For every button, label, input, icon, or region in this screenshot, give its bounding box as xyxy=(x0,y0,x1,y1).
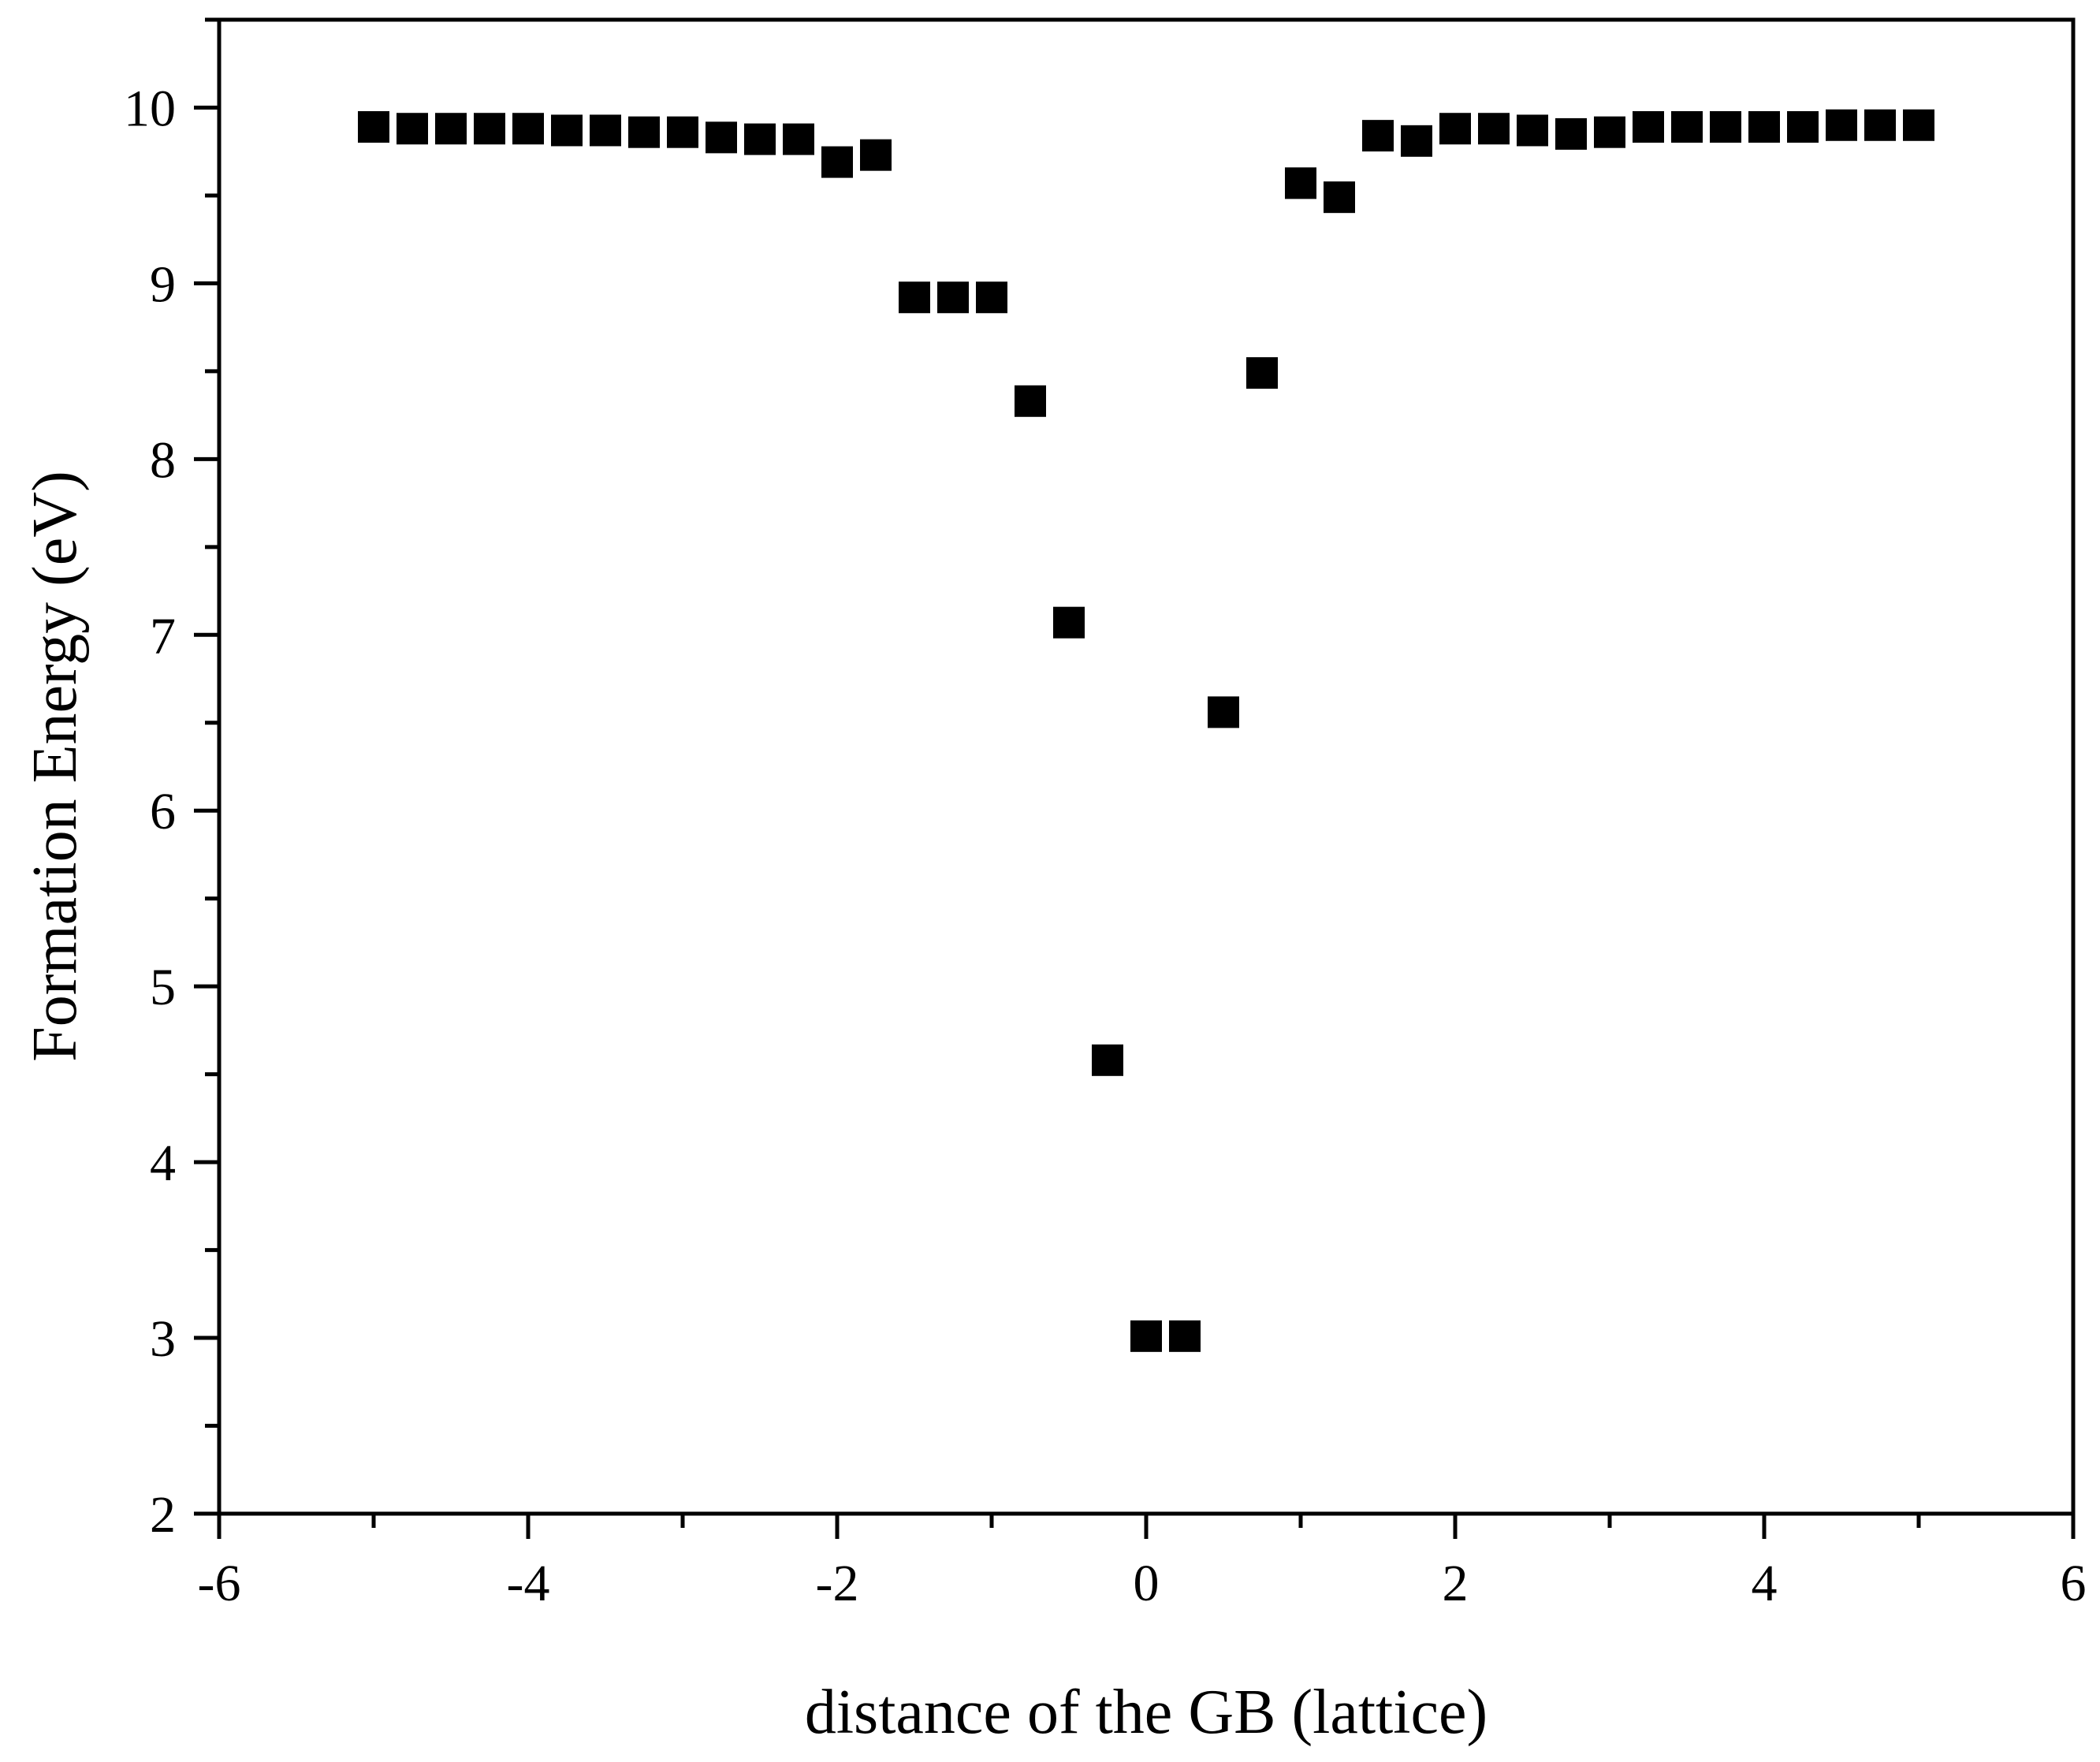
data-point xyxy=(1594,116,1625,148)
data-point xyxy=(551,114,583,147)
data-point xyxy=(1748,110,1780,143)
data-point xyxy=(783,123,814,155)
x-axis-ticks xyxy=(217,1514,2076,1539)
data-point xyxy=(1439,113,1471,145)
y-axis-ticks xyxy=(194,17,219,1516)
data-point xyxy=(1015,385,1046,417)
data-point xyxy=(1053,606,1085,639)
y-tick-label: 5 xyxy=(150,959,176,1016)
data-point xyxy=(1555,117,1587,150)
x-tick-label: -4 xyxy=(507,1555,550,1612)
data-point xyxy=(1208,696,1239,728)
data-point xyxy=(397,113,428,145)
x-tick-label: -6 xyxy=(198,1555,241,1612)
data-point xyxy=(1092,1044,1123,1076)
x-axis-title: distance of the GB (lattice) xyxy=(805,1678,1488,1747)
x-axis-tick-labels: -6 -4 -2 0 2 4 6 xyxy=(198,1555,2087,1612)
data-point xyxy=(435,113,467,145)
y-axis-tick-labels: 2 3 4 5 6 7 8 9 10 xyxy=(124,80,176,1544)
data-point xyxy=(1401,125,1432,157)
data-point xyxy=(1169,1320,1201,1352)
data-point xyxy=(667,116,698,148)
y-tick-label: 9 xyxy=(150,255,176,313)
data-point xyxy=(1517,114,1548,147)
data-point xyxy=(1633,110,1664,143)
data-point xyxy=(1478,113,1510,145)
y-tick-label: 4 xyxy=(150,1134,176,1192)
data-point xyxy=(1864,109,1896,141)
y-tick-label: 3 xyxy=(150,1310,176,1368)
data-point xyxy=(1826,109,1857,141)
data-point xyxy=(899,281,930,314)
data-point xyxy=(860,139,892,171)
data-point xyxy=(1787,110,1819,143)
data-point xyxy=(706,121,737,154)
data-point xyxy=(1362,120,1394,152)
x-tick-label: 0 xyxy=(1134,1555,1160,1612)
data-point xyxy=(1246,357,1278,389)
data-point xyxy=(976,281,1007,314)
data-point xyxy=(512,113,544,145)
data-point xyxy=(744,123,776,155)
y-axis-title: Formation Energy (eV) xyxy=(20,471,90,1061)
data-point xyxy=(821,146,853,178)
data-point xyxy=(1710,110,1741,143)
data-point xyxy=(358,110,389,143)
data-point xyxy=(474,113,505,145)
x-tick-label: 4 xyxy=(1752,1555,1778,1612)
data-point xyxy=(1671,110,1703,143)
x-tick-label: 6 xyxy=(2061,1555,2087,1612)
data-point xyxy=(628,116,660,148)
data-point xyxy=(937,281,969,314)
y-tick-label: 2 xyxy=(150,1486,176,1544)
data-point xyxy=(1285,167,1316,199)
plot-frame xyxy=(217,17,2076,1516)
data-point xyxy=(590,114,621,147)
data-point xyxy=(1130,1320,1162,1352)
data-point xyxy=(1324,181,1355,214)
y-tick-label: 7 xyxy=(150,607,176,665)
y-tick-label: 8 xyxy=(150,431,176,489)
x-tick-label: 2 xyxy=(1443,1555,1469,1612)
y-tick-label: 6 xyxy=(150,783,176,840)
data-point xyxy=(1903,109,1934,141)
x-tick-label: -2 xyxy=(816,1555,859,1612)
y-tick-label: 10 xyxy=(124,80,176,137)
data-points xyxy=(358,109,1934,1352)
